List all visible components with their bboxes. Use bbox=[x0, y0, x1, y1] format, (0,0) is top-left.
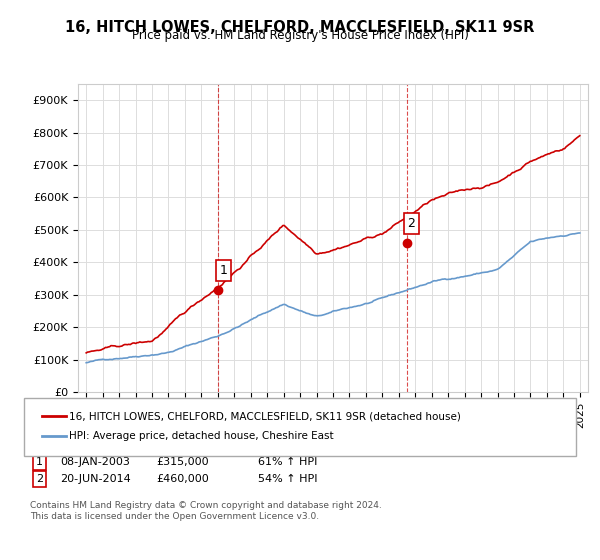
Text: 16, HITCH LOWES, CHELFORD, MACCLESFIELD, SK11 9SR: 16, HITCH LOWES, CHELFORD, MACCLESFIELD,… bbox=[65, 20, 535, 35]
Text: 61% ↑ HPI: 61% ↑ HPI bbox=[258, 457, 317, 467]
Text: HPI: Average price, detached house, Cheshire East: HPI: Average price, detached house, Ches… bbox=[69, 431, 334, 441]
Text: Contains HM Land Registry data © Crown copyright and database right 2024.
This d: Contains HM Land Registry data © Crown c… bbox=[30, 501, 382, 521]
Text: 54% ↑ HPI: 54% ↑ HPI bbox=[258, 474, 317, 484]
Text: 2: 2 bbox=[407, 217, 415, 230]
Text: Price paid vs. HM Land Registry's House Price Index (HPI): Price paid vs. HM Land Registry's House … bbox=[131, 29, 469, 42]
Text: 20-JUN-2014: 20-JUN-2014 bbox=[60, 474, 131, 484]
Text: 1: 1 bbox=[220, 264, 227, 277]
Text: 08-JAN-2003: 08-JAN-2003 bbox=[60, 457, 130, 467]
Text: 2: 2 bbox=[36, 474, 43, 484]
Text: £460,000: £460,000 bbox=[156, 474, 209, 484]
Text: £315,000: £315,000 bbox=[156, 457, 209, 467]
Text: 16, HITCH LOWES, CHELFORD, MACCLESFIELD, SK11 9SR (detached house): 16, HITCH LOWES, CHELFORD, MACCLESFIELD,… bbox=[69, 411, 461, 421]
Text: 1: 1 bbox=[36, 457, 43, 467]
